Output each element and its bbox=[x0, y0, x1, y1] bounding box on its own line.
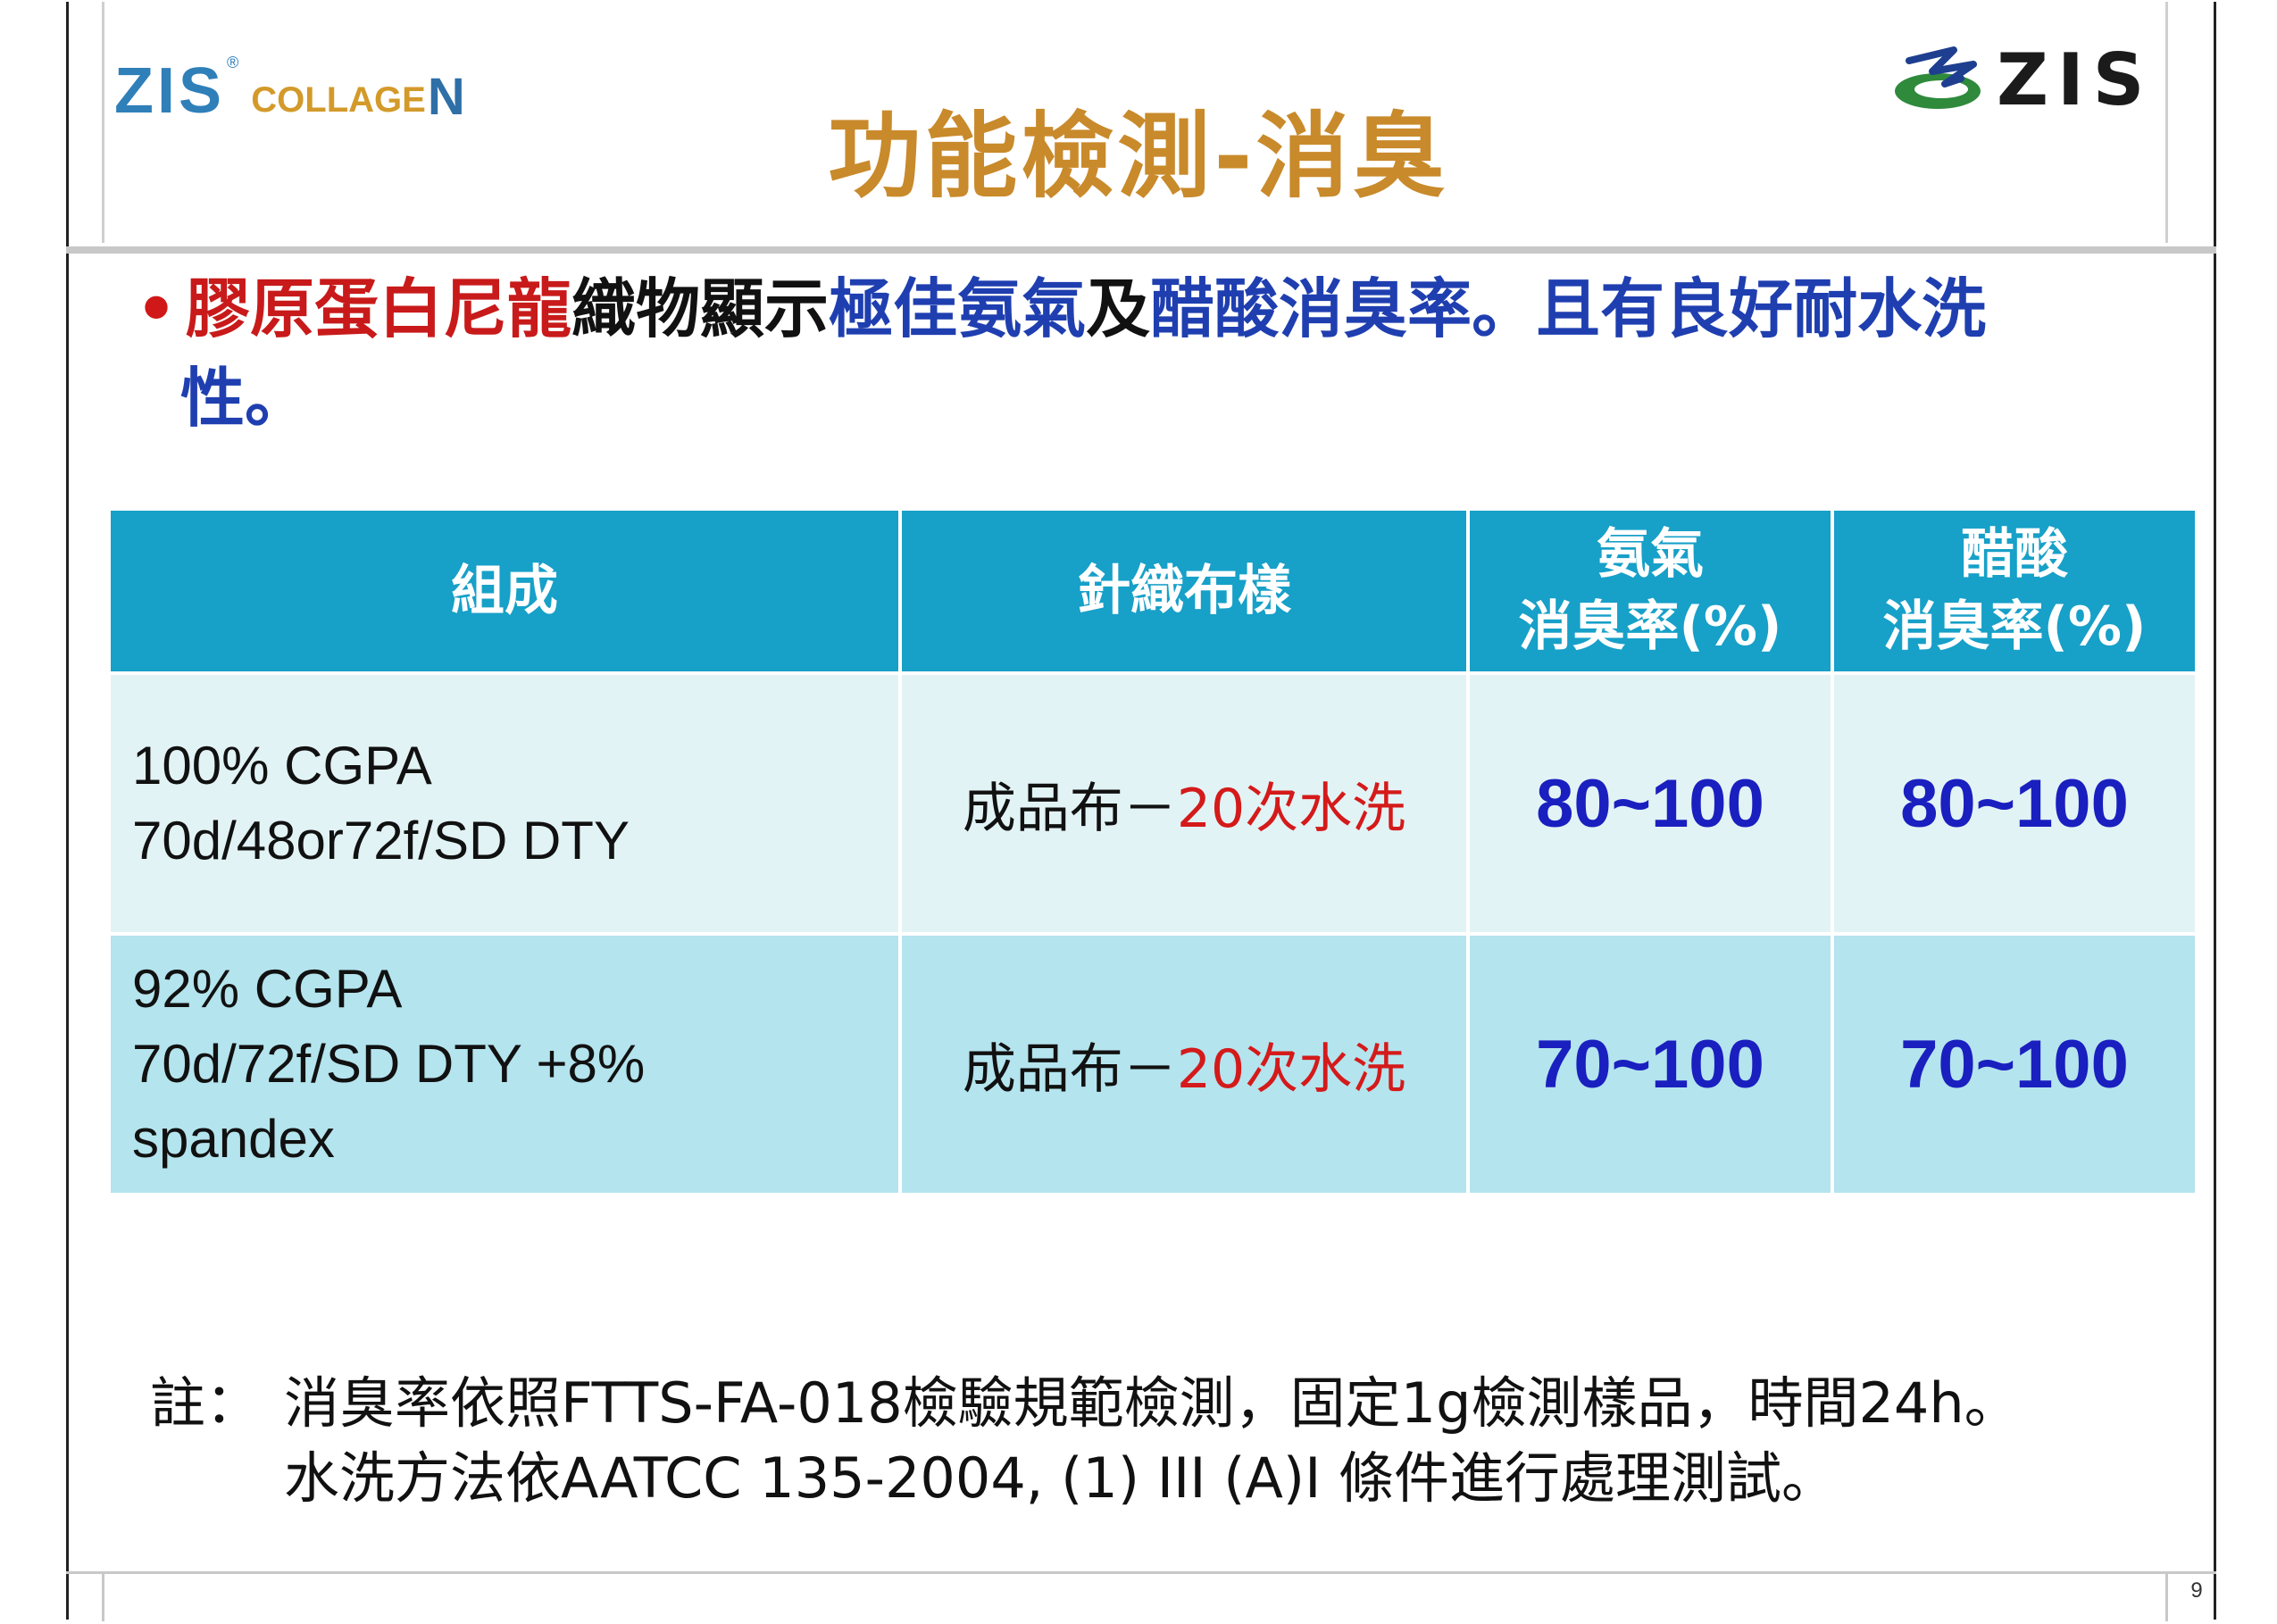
header-ammonia-rate: 氨氣 消臭率(%) bbox=[1466, 507, 1834, 675]
footer-divider bbox=[66, 1571, 2216, 1574]
table-header-row: 組成 針織布樣 氨氣 消臭率(%) 醋酸 消臭率(%) bbox=[107, 507, 2198, 675]
header-acetic-rate: 醋酸 消臭率(%) bbox=[1831, 507, 2198, 675]
header-divider bbox=[66, 246, 2216, 254]
frame-line-right bbox=[2165, 2, 2168, 243]
header-acetic-line1: 醋酸 bbox=[1961, 523, 2068, 586]
composition-line: 100% CGPA bbox=[132, 736, 432, 795]
header-composition: 組成 bbox=[107, 507, 902, 675]
footnote: 註： 消臭率依照FTTS-FA-018檢驗規範檢測，固定1g檢測樣品，時間24h… bbox=[150, 1366, 2020, 1516]
footnote-indent bbox=[150, 1441, 284, 1516]
composition-cell: 100% CGPA 70d/48or72f/SD DTY bbox=[107, 671, 902, 936]
footer-tick-left bbox=[102, 1571, 104, 1621]
logo-collagen-text: COLLAGE bbox=[251, 80, 426, 120]
footnote-line-2: 水洗方法依AATCC 135-2004, (1) III (A)I 條件進行處理… bbox=[284, 1445, 1838, 1511]
frame-line-left bbox=[102, 2, 104, 243]
acetic-value: 70~100 bbox=[1831, 932, 2198, 1196]
bullet-line-1: • 膠原蛋白尼龍織物顯示極佳氨氣及醋酸消臭率。且有良好耐水洗 bbox=[136, 264, 2198, 354]
bullet-marker: • bbox=[136, 271, 178, 346]
zis-logo: ZIS bbox=[1891, 45, 2153, 116]
zis-logo-text: ZIS bbox=[1997, 38, 2154, 121]
header-fabric-sample: 針織布樣 bbox=[898, 507, 1470, 675]
composition-line: spandex bbox=[132, 1109, 335, 1169]
bullet-text-ammonia: 極佳氨氣 bbox=[829, 271, 1087, 346]
header-ammonia-line2: 消臭率(%) bbox=[1518, 595, 1782, 658]
bullet-text-collagen-nylon: 膠原蛋白尼龍 bbox=[186, 271, 572, 346]
table-row: 92% CGPA 70d/72f/SD DTY +8% spandex 成品布－… bbox=[107, 932, 2198, 1196]
page-number: 9 bbox=[2190, 1578, 2203, 1603]
zis-emblem-icon bbox=[1895, 46, 1981, 109]
fabric-prefix: 成品布－ bbox=[962, 1037, 1177, 1101]
composition-line: 92% CGPA bbox=[132, 959, 403, 1019]
header-acetic-line2: 消臭率(%) bbox=[1882, 595, 2147, 658]
slide-frame bbox=[66, 2, 2216, 1620]
header-ammonia-line1: 氨氣 bbox=[1597, 523, 1704, 586]
composition-line: 70d/48or72f/SD DTY bbox=[132, 811, 630, 870]
fabric-cell: 成品布－20次水洗 bbox=[898, 932, 1470, 1196]
composition-line: 70d/72f/SD DTY +8% bbox=[132, 1034, 646, 1094]
footnote-label: 註： bbox=[150, 1370, 262, 1436]
fabric-cell: 成品布－20次水洗 bbox=[898, 671, 1470, 936]
page-title: 功能檢測-消臭 bbox=[828, 102, 1449, 211]
footnote-row-1: 註： 消臭率依照FTTS-FA-018檢驗規範檢測，固定1g檢測樣品，時間24h… bbox=[150, 1366, 2020, 1441]
zis-collagen-logo: ZIS ® COLLAGE N bbox=[114, 52, 465, 123]
table-row: 100% CGPA 70d/48or72f/SD DTY 成品布－20次水洗 8… bbox=[107, 671, 2198, 936]
ammonia-value: 70~100 bbox=[1466, 932, 1834, 1196]
bullet-text-and: 及 bbox=[1086, 271, 1151, 346]
logo-collagen-n: N bbox=[427, 68, 465, 126]
fabric-wash-count: 20次水洗 bbox=[1176, 1037, 1406, 1101]
ammonia-value: 80~100 bbox=[1466, 671, 1834, 936]
footnote-row-2: 水洗方法依AATCC 135-2004, (1) III (A)I 條件進行處理… bbox=[150, 1441, 2020, 1516]
logo-registered-mark: ® bbox=[227, 54, 239, 71]
bullet-line-2: 性。 bbox=[180, 361, 310, 436]
fabric-wash-count: 20次水洗 bbox=[1176, 777, 1406, 840]
deodorization-table: 組成 針織布樣 氨氣 消臭率(%) 醋酸 消臭率(%) 100% CGPA 70… bbox=[107, 507, 2198, 1196]
acetic-value: 80~100 bbox=[1831, 671, 2198, 936]
footnote-line-1: 消臭率依照FTTS-FA-018檢驗規範檢測，固定1g檢測樣品，時間24h。 bbox=[284, 1370, 2020, 1436]
logo-zis-text: ZIS bbox=[114, 55, 226, 127]
bullet-text-fabric-shows: 織物顯示 bbox=[571, 271, 830, 346]
bullet-statement: • 膠原蛋白尼龍織物顯示極佳氨氣及醋酸消臭率。且有良好耐水洗 性。 bbox=[136, 264, 2198, 443]
footer-tick-right bbox=[2165, 1571, 2168, 1621]
composition-cell: 92% CGPA 70d/72f/SD DTY +8% spandex bbox=[107, 932, 902, 1196]
bullet-text-acetic: 醋酸消臭率 bbox=[1150, 271, 1472, 346]
bullet-text-wash-durability: 。且有良好耐水洗 bbox=[1472, 271, 1987, 346]
fabric-prefix: 成品布－ bbox=[962, 777, 1177, 840]
